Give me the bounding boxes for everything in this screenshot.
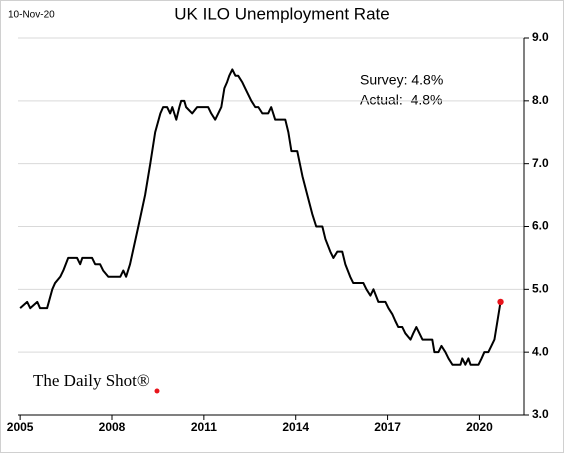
- x-tick-label: 2008: [99, 420, 126, 434]
- x-tick-label: 2011: [191, 420, 217, 434]
- date-label: 10-Nov-20: [8, 10, 55, 21]
- end-marker: [497, 298, 504, 306]
- y-tick-label: 5.0: [532, 282, 549, 296]
- x-tick-label: 2020: [466, 420, 493, 434]
- x-tick-label: 2005: [7, 420, 34, 434]
- watermark-dot: [154, 388, 160, 394]
- x-tick-label: 2017: [374, 420, 401, 434]
- x-tick-label: 2014: [282, 420, 309, 434]
- watermark: The Daily Shot®: [33, 371, 150, 390]
- y-tick-label: 4.0: [532, 344, 549, 358]
- annotation: Actual: 4.8%: [360, 92, 443, 108]
- chart-title: UK ILO Unemployment Rate: [174, 4, 389, 23]
- y-tick-label: 7.0: [532, 156, 549, 170]
- y-tick-label: 9.0: [532, 30, 549, 44]
- annotation: Survey: 4.8%: [360, 72, 443, 88]
- y-tick-label: 3.0: [532, 407, 549, 421]
- line-series: [19, 68, 502, 366]
- y-tick-label: 6.0: [532, 219, 549, 233]
- y-tick-label: 8.0: [532, 93, 549, 107]
